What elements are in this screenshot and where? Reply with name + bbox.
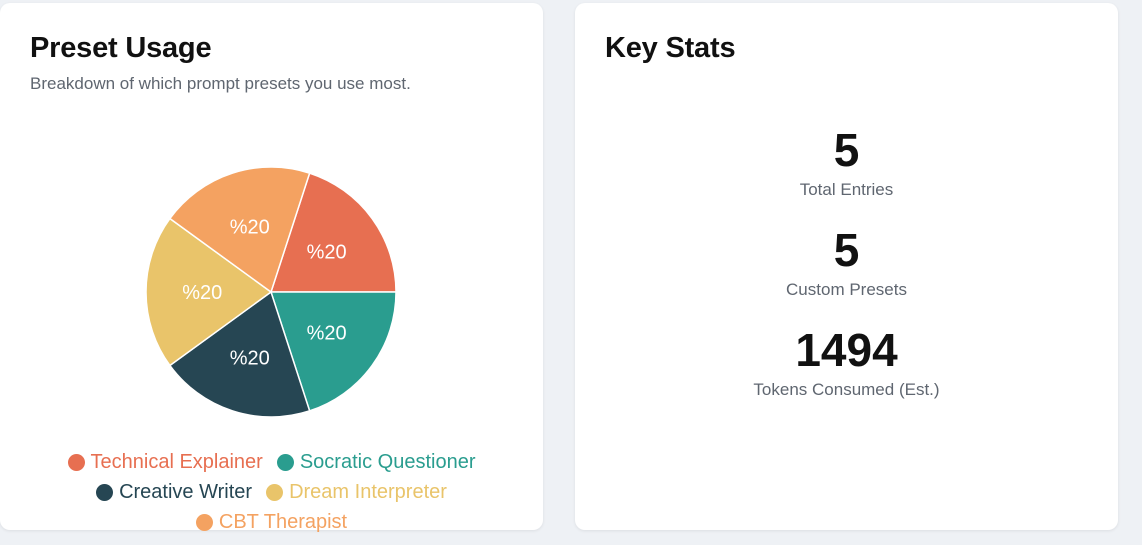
- pie-slice-creative-writer[interactable]: [168, 290, 311, 418]
- pie-slice-label: %20: [182, 282, 222, 304]
- pie-slice-dream-interpreter[interactable]: [145, 217, 273, 367]
- legend-row: Creative Writer Dream Interpreter: [20, 481, 523, 504]
- pie-slice-cbt-therapist[interactable]: [168, 166, 311, 294]
- legend-label: Creative Writer: [119, 481, 253, 503]
- stat-value: 5: [833, 224, 860, 276]
- key-stats-card: Key Stats 5 Total Entries 5 Custom Prese…: [575, 3, 1118, 530]
- pie-slice-label: %20: [230, 217, 270, 239]
- pie-slice-label: %20: [307, 322, 347, 344]
- legend-item-technical-explainer[interactable]: Technical Explainer: [67, 451, 263, 474]
- stat-value: 5: [833, 124, 860, 176]
- preset-usage-subtitle: Breakdown of which prompt presets you us…: [30, 74, 411, 93]
- legend-swatch: [276, 454, 294, 471]
- legend-item-creative-writer[interactable]: Creative Writer: [96, 481, 252, 504]
- pie-slice-label: %20: [230, 347, 270, 369]
- legend-label: Dream Interpreter: [289, 481, 447, 503]
- chart-legend: Technical Explainer Socratic Questioner …: [20, 451, 523, 534]
- legend-row: CBT Therapist: [20, 511, 523, 534]
- legend-swatch: [195, 514, 213, 531]
- pie-slice-socratic-questioner[interactable]: [269, 291, 397, 412]
- preset-usage-card: Preset Usage Breakdown of which prompt p…: [0, 3, 543, 533]
- legend-item-dream-interpreter[interactable]: Dream Interpreter: [266, 481, 447, 504]
- stat-tokens-consumed: 1494 Tokens Consumed (Est.): [575, 325, 1118, 401]
- legend-label: Technical Explainer: [90, 451, 263, 473]
- legend-swatch: [96, 484, 114, 501]
- legend-row: Technical Explainer Socratic Questioner: [20, 451, 523, 474]
- preset-usage-pie-chart: %20 %20 %20 %20 %20: [145, 166, 397, 418]
- pie-slice-technical-explainer[interactable]: [269, 172, 397, 293]
- preset-usage-title: Preset Usage: [30, 32, 212, 64]
- pie-slice-label: %20: [307, 242, 347, 264]
- stat-label: Total Entries: [799, 180, 894, 199]
- legend-item-socratic-questioner[interactable]: Socratic Questioner: [276, 451, 476, 474]
- legend-swatch: [266, 484, 284, 501]
- legend-item-cbt-therapist[interactable]: CBT Therapist: [195, 511, 348, 534]
- stat-label: Custom Presets: [786, 280, 907, 299]
- stat-value: 1494: [795, 324, 898, 376]
- stat-total-entries: 5 Total Entries: [575, 125, 1118, 201]
- stat-label: Tokens Consumed (Est.): [753, 380, 940, 399]
- legend-swatch: [67, 454, 85, 471]
- legend-label: CBT Therapist: [218, 511, 348, 533]
- key-stats-title: Key Stats: [605, 32, 736, 64]
- legend-label: Socratic Questioner: [299, 451, 476, 473]
- stat-custom-presets: 5 Custom Presets: [575, 225, 1118, 301]
